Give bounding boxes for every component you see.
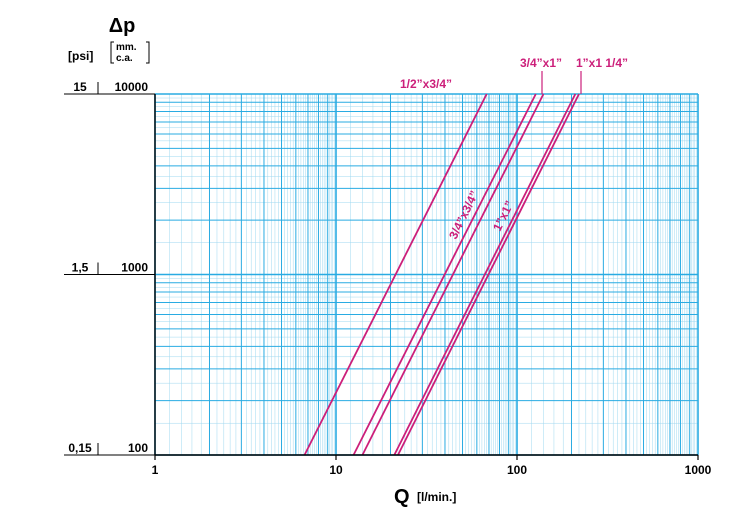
y-tick-label-mm: 1000 xyxy=(121,261,148,275)
series-line-1 xyxy=(352,93,537,456)
x-tick-label: 1 xyxy=(152,463,159,477)
series-lines: 1/2”x3/4”3/4”x3/4”3/4”x1”1”x1”1”x1 1/4” xyxy=(303,56,628,456)
x-tick-label: 10 xyxy=(329,463,343,477)
y-tick-label-psi: 0,15 xyxy=(68,441,92,455)
y-axis-title: Δp xyxy=(109,15,136,37)
y-unit-mm-bracket-right xyxy=(146,41,150,64)
x-tick-label: 100 xyxy=(507,463,527,477)
series-line-0 xyxy=(303,93,488,456)
x-tick-label: 1000 xyxy=(685,463,712,477)
y-tick-label-mm: 100 xyxy=(128,441,148,455)
y-tick-label-psi: 1,5 xyxy=(72,261,89,275)
y-unit-psi: [psi] xyxy=(68,49,93,63)
series-label-three-quarter-x-one: 3/4”x1” xyxy=(520,56,562,70)
grid xyxy=(154,93,699,456)
y-unit-mm-line2: c.a. xyxy=(116,53,133,64)
y-unit-mm-line1: mm. xyxy=(116,42,137,53)
series-line-4 xyxy=(397,93,580,456)
y-tick-label-psi: 15 xyxy=(73,80,87,94)
y-tick-label-mm: 10000 xyxy=(115,80,149,94)
series-label-half-x-three-quarter: 1/2”x3/4” xyxy=(400,77,452,91)
x-axis-unit: [l/min.] xyxy=(417,490,456,504)
y-unit-mm-bracket-left xyxy=(110,41,114,64)
series-label-one-x-one-quarter: 1”x1 1/4” xyxy=(576,56,628,70)
axes: 1 10 100 1000 15 10000 1,5 1000 0,15 100 xyxy=(64,80,712,477)
series-label-three-quarter-x-three-quarter: 3/4”x3/4” xyxy=(446,188,481,241)
series-line-3 xyxy=(393,93,577,456)
x-axis-title: Q xyxy=(394,486,410,508)
series-line-2 xyxy=(361,93,545,456)
